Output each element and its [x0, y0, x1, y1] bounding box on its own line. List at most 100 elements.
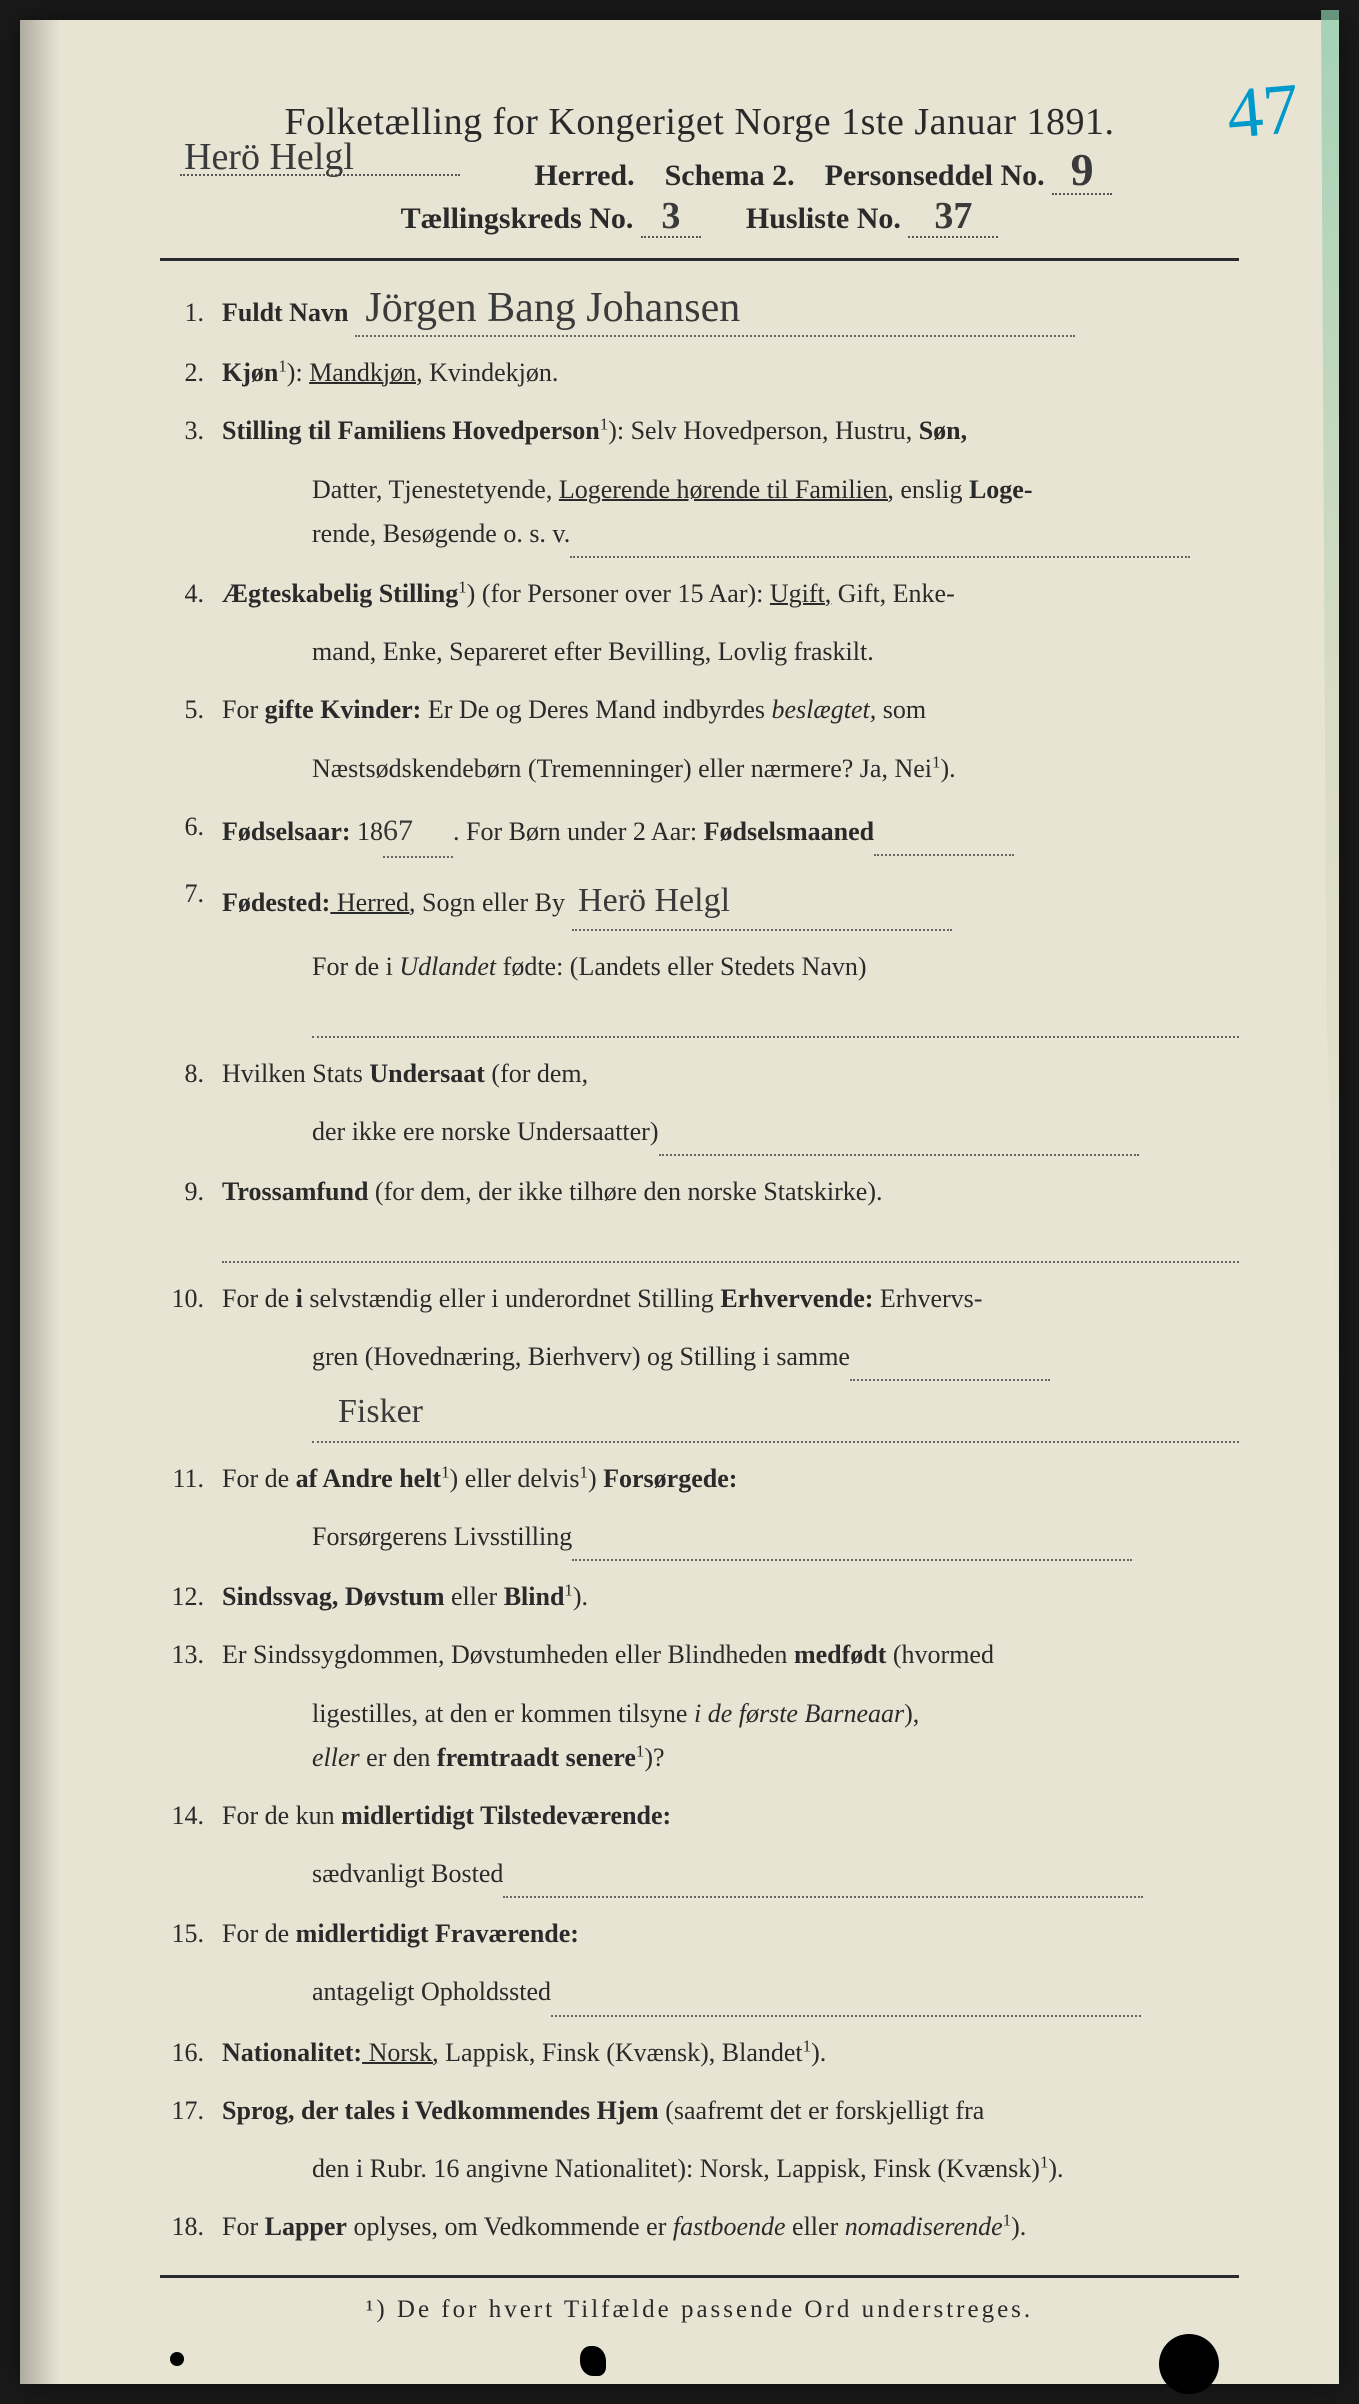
- field-5-cont: Næstsødskendebørn (Tremenninger) eller n…: [222, 747, 1239, 791]
- text: er den: [360, 1743, 437, 1772]
- text: Hvilken Stats: [222, 1059, 369, 1088]
- field-4-cont: mand, Enke, Separeret efter Bevilling, L…: [222, 630, 1239, 674]
- text: Erhvervs-: [873, 1284, 982, 1313]
- census-form-page: 47 Folketælling for Kongeriget Norge 1st…: [20, 20, 1339, 2384]
- text: ): [588, 1464, 603, 1493]
- dotted-fill: [312, 992, 1239, 1038]
- field-label: Fuldt Navn: [222, 298, 348, 327]
- field-num: 12.: [160, 1575, 222, 1619]
- birthplace-handwritten: Herö Helgl: [578, 872, 730, 930]
- bold-text: Blind: [504, 1582, 565, 1611]
- field-num: 17.: [160, 2089, 222, 2133]
- field-label: Fødested:: [222, 888, 330, 917]
- text: For de: [222, 1464, 296, 1493]
- text: )?: [644, 1743, 664, 1772]
- text: Er Sindssygdommen, Døvstumheden eller Bl…: [222, 1640, 794, 1669]
- field-14: 14. For de kun midlertidigt Tilstedevære…: [160, 1794, 1239, 1838]
- field-num: 13.: [160, 1633, 222, 1677]
- schema-label: Schema 2.: [665, 159, 795, 192]
- text: Næstsødskendebørn (Tremenninger) eller n…: [312, 754, 932, 783]
- text: Lappisk, Finsk (Kvænsk), Blandet: [439, 2038, 803, 2067]
- ink-blot: [580, 2346, 606, 2376]
- birth-year-handwritten: 67: [383, 805, 413, 856]
- ink-blot: [1159, 2334, 1219, 2394]
- selected-option: Norsk,: [362, 2038, 439, 2067]
- field-label: Fødselsaar:: [222, 817, 351, 846]
- text: (saafremt det er forskjelligt fra: [659, 2096, 985, 2125]
- sup: 1: [278, 357, 286, 376]
- text: (for dem,: [485, 1059, 588, 1088]
- text: ).: [1011, 2212, 1026, 2241]
- kreds-no-field: 3: [641, 201, 701, 238]
- personseddel-no-handwritten: 9: [1067, 152, 1098, 189]
- text: Er De og Deres Mand indbyrdes: [421, 695, 771, 724]
- header-line-3: Tællingskreds No. 3 Husliste No. 37: [160, 201, 1239, 238]
- field-4: 4. Ægteskabelig Stilling1) (for Personer…: [160, 572, 1239, 616]
- field-15-cont: antageligt Opholdssted: [222, 1970, 1239, 2016]
- ink-blot: [170, 2352, 184, 2366]
- field-3-cont: Datter, Tjenestetyende, Logerende hørend…: [222, 468, 1239, 558]
- field-num: 4.: [160, 572, 222, 616]
- full-name-handwritten: Jörgen Bang Johansen: [361, 292, 744, 326]
- dotted-fill: [503, 1852, 1143, 1898]
- bold-text: Undersaat: [369, 1059, 485, 1088]
- header-rule: [160, 258, 1239, 261]
- text: Kvindekjøn.: [423, 358, 559, 387]
- field-num: 5.: [160, 688, 222, 732]
- field-16: 16. Nationalitet: Norsk, Lappisk, Finsk …: [160, 2031, 1239, 2075]
- text: For: [222, 2212, 265, 2241]
- field-num: 8.: [160, 1052, 222, 1096]
- selected-option: Ugift,: [770, 579, 831, 608]
- bold-text: Fødselsmaaned: [704, 817, 874, 846]
- bold-text: midlertidigt Tilstedeværende:: [341, 1801, 671, 1830]
- text: rende, Besøgende o. s. v.: [312, 519, 570, 548]
- italic-text: beslægtet,: [772, 695, 877, 724]
- field-8: 8. Hvilken Stats Undersaat (for dem,: [160, 1052, 1239, 1096]
- text: ),: [904, 1699, 919, 1728]
- bold-text: gifte Kvinder:: [265, 695, 422, 724]
- text: (hvormed: [886, 1640, 994, 1669]
- sup: 1: [580, 1462, 588, 1481]
- sup: 1: [1040, 2152, 1048, 2171]
- field-num: 15.: [160, 1912, 222, 1956]
- husliste-no-handwritten: 37: [930, 201, 976, 231]
- bold-text: Loge-: [969, 475, 1033, 504]
- field-7: 7. Fødested: Herred, Sogn eller By Herö …: [160, 872, 1239, 932]
- personseddel-no-field: 9: [1052, 152, 1112, 195]
- text: sædvanligt Bosted: [312, 1859, 503, 1888]
- herred-label: Herred.: [534, 159, 634, 192]
- field-14-cont: sædvanligt Bosted: [222, 1852, 1239, 1898]
- kreds-no-handwritten: 3: [657, 201, 684, 231]
- text: ).: [573, 1582, 588, 1611]
- text: For de: [222, 1284, 296, 1313]
- kreds-label: Tællingskreds No.: [401, 202, 634, 235]
- field-num: 14.: [160, 1794, 222, 1838]
- field-15: 15. For de midlertidigt Fraværende:: [160, 1912, 1239, 1956]
- selected-option: Mandkjøn,: [309, 358, 422, 387]
- text: ligestilles, at den er kommen tilsyne: [312, 1699, 694, 1728]
- italic-text: Udlandet: [399, 952, 496, 981]
- field-num: 10.: [160, 1277, 222, 1321]
- text: oplyses, om Vedkommende er: [347, 2212, 673, 2241]
- italic-text: nomadiserende: [845, 2212, 1003, 2241]
- husliste-label: Husliste No.: [746, 202, 901, 235]
- field-11: 11. For de af Andre helt1) eller delvis1…: [160, 1457, 1239, 1501]
- text: enslig: [894, 475, 969, 504]
- field-12: 12. Sindssvag, Døvstum eller Blind1).: [160, 1575, 1239, 1619]
- form-items: 1. Fuldt Navn Jörgen Bang Johansen 2. Kj…: [160, 291, 1239, 2249]
- field-9: 9. Trossamfund (for dem, der ikke tilhør…: [160, 1170, 1239, 1262]
- sup: 1: [458, 577, 466, 596]
- text: For: [222, 695, 265, 724]
- field-13-cont: ligestilles, at den er kommen tilsyne i …: [222, 1692, 1239, 1780]
- text: gren (Hovednæring, Bierhverv) og Stillin…: [312, 1342, 850, 1371]
- text: ) eller delvis: [450, 1464, 580, 1493]
- field-18: 18. For Lapper oplyses, om Vedkommende e…: [160, 2205, 1239, 2249]
- field-7-cont: For de i Udlandet fødte: (Landets eller …: [222, 945, 1239, 1037]
- name-field: Jörgen Bang Johansen: [355, 291, 1075, 337]
- page-edge-artifact: [1321, 10, 1339, 1439]
- footnote: ¹) De for hvert Tilfælde passende Ord un…: [160, 2296, 1239, 2324]
- occupation-field: Fisker: [312, 1383, 1239, 1443]
- text: . For Børn under 2 Aar:: [453, 817, 704, 846]
- herred-region-field: Herö Helgl: [180, 142, 460, 176]
- footer-rule: [160, 2275, 1239, 2278]
